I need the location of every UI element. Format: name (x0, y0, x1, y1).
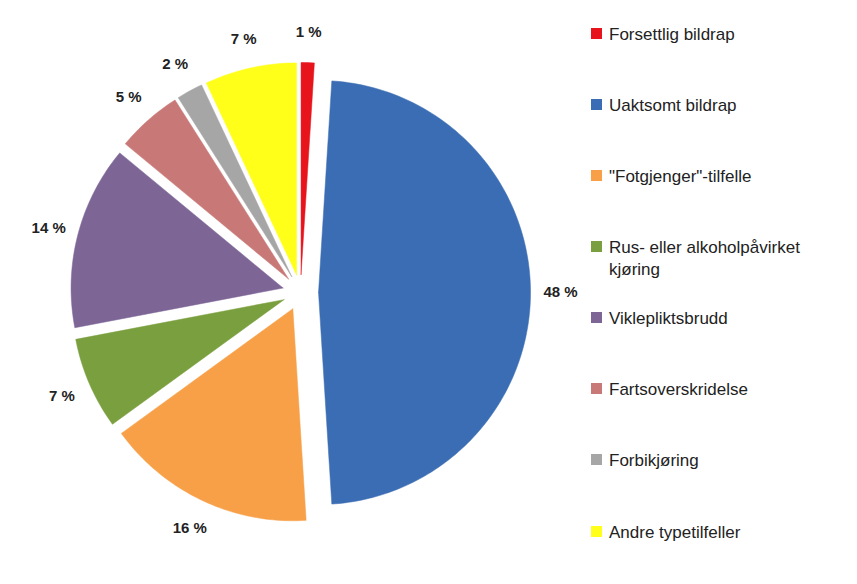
html-text:Forbikjøring: Forbikjøring (609, 451, 699, 471)
html-text:Andre typetilfeller: Andre typetilfeller (609, 522, 741, 542)
html-text:Uaktsomt bildrap: Uaktsomt bildrap (609, 96, 737, 116)
html-text:"Fotgjenger"-tilfelle: "Fotgjenger"-tilfelle (609, 167, 752, 187)
svg-text:5 %: 5 % (116, 88, 142, 105)
svg-text:48 %: 48 % (543, 283, 577, 300)
html-text:Fartsoverskridelse: Fartsoverskridelse (609, 380, 748, 400)
svg-text:7 %: 7 % (49, 387, 75, 404)
svg-text:14 %: 14 % (32, 219, 66, 236)
svg-text:1 %: 1 % (296, 23, 322, 40)
html-text:Rus- eller alkoholpåvirket kjø: Rus- eller alkoholpåvirket kjøring (609, 238, 800, 280)
svg-text:7 %: 7 % (231, 30, 257, 47)
svg-text:16 %: 16 % (173, 519, 207, 536)
svg-text:2 %: 2 % (162, 55, 188, 72)
html-text:Vikleplikts­brudd: Vikleplikts­brudd (609, 309, 728, 329)
html-text:Forsettlig bildrap: Forsettlig bildrap (609, 25, 735, 44)
